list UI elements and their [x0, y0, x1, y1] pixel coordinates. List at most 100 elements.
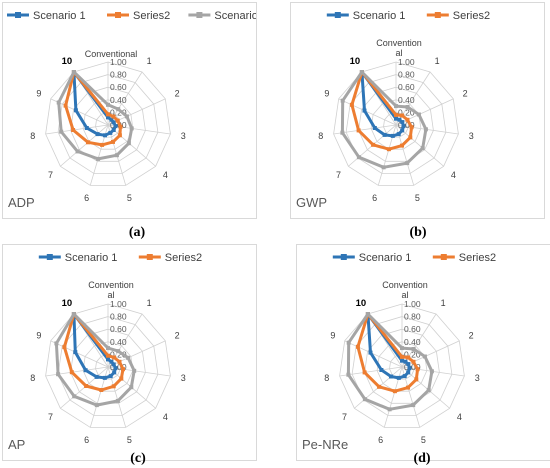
- series-point-3: [340, 130, 345, 135]
- series-point-2: [111, 139, 115, 144]
- series-point-3: [356, 155, 361, 160]
- series-point-3: [132, 368, 137, 373]
- series-point-3: [71, 312, 76, 316]
- category-label: Conventional: [85, 49, 138, 59]
- series-point-1: [111, 128, 116, 132]
- series-point-3: [59, 129, 64, 134]
- radial-tick-label: 0.20: [404, 349, 421, 359]
- series-point-1: [362, 108, 367, 113]
- radial-tick-label: 1.00: [110, 299, 127, 309]
- legend-label: Scenario 1: [353, 10, 406, 22]
- series-point-3: [416, 112, 421, 117]
- series-point-2: [86, 140, 90, 145]
- series-point-1: [102, 375, 107, 380]
- series-point-1: [400, 128, 405, 133]
- series-point-3: [56, 372, 61, 377]
- series-point-3: [129, 385, 134, 390]
- category-label: 3: [475, 373, 480, 383]
- radial-tick-label: 0.40: [398, 95, 415, 105]
- series-point-3: [411, 347, 416, 351]
- legend-label: Series2: [453, 10, 490, 22]
- series-point-3: [115, 398, 120, 403]
- series-point-2: [106, 112, 110, 117]
- category-label: 8: [318, 131, 323, 141]
- grid-spoke: [107, 366, 171, 377]
- series-point-3: [426, 388, 431, 393]
- series-point-2: [121, 367, 125, 372]
- category-label: 8: [324, 373, 329, 383]
- series-point-2: [71, 128, 76, 132]
- series-point-1: [397, 117, 402, 122]
- radial-tick-label: 0.80: [110, 70, 127, 80]
- category-label: 10: [356, 298, 367, 309]
- radial-tick-label: 0.00: [110, 362, 127, 372]
- series-point-3: [96, 156, 101, 161]
- grid-ring: [333, 61, 459, 186]
- category-label: 2: [469, 330, 474, 340]
- radial-tick-label: 0.80: [404, 312, 421, 322]
- series-point-2: [117, 133, 122, 138]
- radial-tick-label: 0.00: [398, 120, 415, 130]
- legend-marker: [146, 254, 153, 260]
- radial-tick-label: 1.00: [398, 57, 415, 67]
- series-point-1: [95, 132, 100, 137]
- series-point-3: [423, 127, 428, 132]
- series-point-3: [56, 100, 61, 105]
- series-point-3: [126, 141, 131, 146]
- series-point-3: [116, 349, 121, 354]
- chart-panel-c: 0.00 0.20 0.40 0.60 0.80 1.00 Convention al 1 2 3 4…: [2, 244, 257, 461]
- series-point-2: [112, 355, 117, 360]
- grid-ring: [57, 74, 159, 174]
- category-label: 9: [36, 88, 41, 98]
- legend-label: Series2: [459, 252, 496, 264]
- radial-tick-label: 0.20: [398, 107, 415, 117]
- grid-spoke: [338, 98, 397, 126]
- series-point-2: [115, 118, 120, 123]
- grid-spoke: [344, 340, 403, 368]
- legend-label: Scenario 1: [359, 252, 412, 264]
- series-point-2: [371, 142, 376, 147]
- category-label: 5: [127, 435, 132, 445]
- series-point-2: [408, 135, 413, 140]
- category-label: 8: [30, 373, 35, 383]
- series-point-1: [382, 132, 387, 137]
- series-point-2: [349, 102, 354, 107]
- series-point-1: [108, 374, 113, 379]
- series-point-1: [402, 374, 407, 379]
- series-point-1: [406, 362, 411, 367]
- grid-spoke: [60, 124, 109, 167]
- series-point-3: [106, 346, 110, 351]
- series-point-2: [362, 370, 367, 375]
- series-point-3: [429, 369, 434, 374]
- series-point-3: [116, 107, 121, 112]
- category-label: 1: [147, 56, 152, 66]
- series-point-3: [94, 403, 99, 408]
- series-point-1: [389, 374, 393, 379]
- series-point-3: [381, 165, 386, 170]
- category-label: 1: [441, 298, 446, 308]
- legend-marker: [334, 12, 341, 18]
- series-point-1: [396, 132, 401, 137]
- series-point-3: [129, 126, 134, 131]
- series-point-2: [400, 113, 405, 118]
- category-label: 3: [469, 131, 474, 141]
- series-point-3: [346, 372, 351, 377]
- category-label: 4: [163, 412, 168, 422]
- series-point-3: [75, 149, 80, 154]
- series-point-2: [111, 384, 116, 389]
- legend-marker: [340, 254, 347, 260]
- series-point-3: [411, 403, 416, 408]
- grid-spoke: [45, 124, 109, 135]
- category-label: 7: [336, 170, 341, 180]
- category-label: 6: [378, 435, 383, 445]
- legend-marker: [15, 12, 21, 18]
- category-label: 6: [84, 435, 89, 445]
- category-label: 9: [36, 330, 41, 340]
- radial-tick-label: 0.60: [110, 82, 127, 92]
- series-point-1: [113, 124, 118, 129]
- category-label: 9: [330, 330, 335, 340]
